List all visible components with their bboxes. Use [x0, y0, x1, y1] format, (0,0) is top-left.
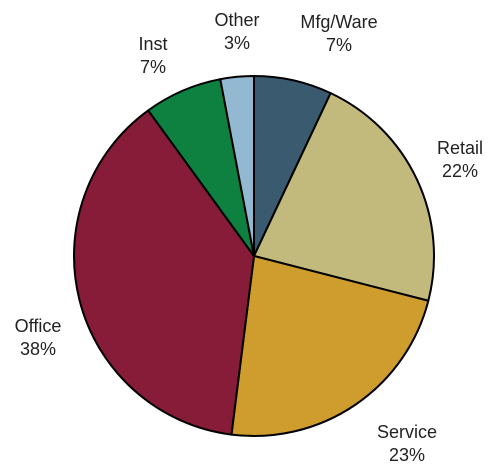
pie-slice-service	[230, 255, 430, 437]
slice-label-name: Mfg/Ware	[300, 12, 377, 32]
slice-label-other: Other 3%	[214, 10, 259, 53]
slice-label-retail: Retail 22%	[437, 138, 483, 181]
slice-label-name: Retail	[437, 138, 483, 158]
slice-label-percent: 3%	[224, 33, 250, 53]
pie-slice-retail	[253, 92, 435, 302]
slice-label-name: Inst	[138, 34, 167, 54]
pie-slices	[73, 75, 435, 437]
slice-label-name: Service	[377, 422, 437, 442]
slice-label-percent: 7%	[326, 35, 352, 55]
pie-slice-other	[219, 75, 255, 257]
pie-labels: Mfg/Ware 7% Retail 22% Service 23% Office 38% In…	[15, 10, 483, 465]
slice-label-percent: 7%	[140, 57, 166, 77]
pie-slice-office	[73, 109, 255, 436]
slice-label-name: Office	[15, 316, 62, 336]
slice-label-percent: 23%	[389, 445, 425, 465]
slice-label-mfg-ware: Mfg/Ware 7%	[300, 12, 377, 55]
slice-label-office: Office 38%	[15, 316, 62, 359]
slice-label-name: Other	[214, 10, 259, 30]
slice-label-inst: Inst 7%	[138, 34, 167, 77]
slice-label-service: Service 23%	[377, 422, 437, 465]
slice-label-percent: 22%	[442, 161, 478, 181]
slice-label-percent: 38%	[20, 339, 56, 359]
